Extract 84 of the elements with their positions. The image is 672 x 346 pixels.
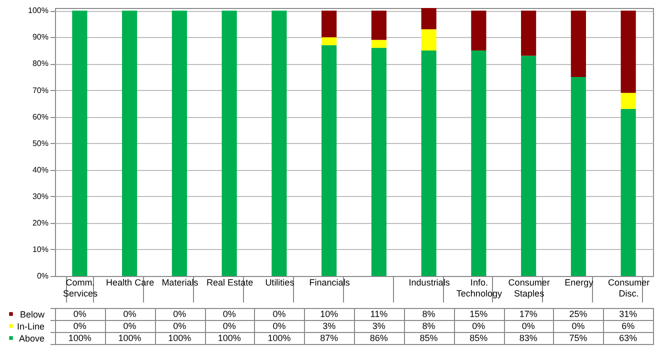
bar — [620, 108, 636, 276]
legend-label: Below — [20, 310, 45, 320]
data-label: 8% — [422, 321, 436, 331]
bar — [521, 56, 536, 276]
data-label: 0% — [522, 321, 535, 331]
data-label: 0% — [123, 321, 136, 331]
data-label: 0% — [222, 321, 236, 331]
y-tick-label: 100% — [28, 6, 48, 16]
bar — [322, 37, 337, 46]
x-tick-label: Utilities — [265, 278, 295, 288]
bar — [471, 10, 486, 50]
bar — [222, 10, 237, 276]
bar — [122, 10, 138, 276]
x-tick-label: Info. Technology — [456, 278, 502, 298]
data-label: 100% — [218, 333, 241, 343]
data-label: 31% — [619, 309, 638, 319]
bar — [421, 50, 436, 276]
data-label: 0% — [572, 321, 585, 331]
x-tick-label: Real Estate — [206, 278, 254, 288]
data-label: 6% — [622, 321, 635, 331]
data-label: 15% — [470, 309, 488, 319]
bar — [272, 10, 287, 276]
bar — [570, 10, 586, 77]
bar — [322, 45, 337, 276]
y-tick-label: 0% — [36, 272, 48, 280]
data-label: 0% — [472, 321, 486, 331]
data-label: 0% — [123, 309, 136, 319]
data-label: 3% — [372, 321, 386, 331]
y-tick-label: 80% — [32, 59, 48, 68]
data-label: 0% — [222, 309, 236, 319]
data-label: 0% — [73, 321, 86, 331]
y-tick-label: 30% — [32, 192, 48, 201]
x-tick-label: Consumer Disc. — [608, 278, 650, 298]
data-label: 0% — [73, 309, 86, 319]
data-label: 0% — [173, 321, 186, 331]
data-label: 75% — [569, 333, 588, 343]
data-label: 10% — [320, 309, 338, 319]
legend-label: Above — [18, 334, 44, 344]
data-label: 83% — [519, 333, 538, 343]
x-tick-label: Health Care — [106, 278, 154, 288]
data-label: 25% — [569, 309, 588, 319]
data-label: 100% — [268, 333, 291, 343]
x-tick-label: Energy — [564, 278, 594, 288]
data-label: 100% — [68, 333, 92, 343]
bar — [72, 10, 88, 276]
bar — [521, 10, 536, 56]
y-tick-label: 50% — [32, 138, 48, 148]
bar — [421, 8, 436, 30]
data-label: 85% — [420, 333, 438, 343]
y-tick-label: 10% — [32, 244, 48, 254]
data-label: 8% — [422, 309, 436, 319]
bar — [570, 76, 586, 276]
x-tick-label: Consumer Staples — [508, 278, 550, 298]
bar — [322, 10, 337, 38]
x-tick-label: Industrials — [408, 278, 450, 288]
data-label: 0% — [272, 309, 286, 319]
bar — [421, 29, 436, 50]
data-label: 85% — [470, 333, 488, 343]
bar — [620, 10, 636, 93]
data-label: 63% — [619, 333, 638, 343]
data-label: 11% — [370, 309, 388, 319]
data-label: 17% — [519, 309, 538, 319]
bar — [172, 10, 187, 276]
legend-label: In-Line — [16, 322, 44, 332]
data-label: 0% — [272, 321, 286, 331]
data-label: 100% — [168, 333, 192, 343]
y-tick-label: 60% — [32, 112, 48, 122]
y-tick-label: 40% — [32, 165, 48, 174]
x-tick-label: Financials — [309, 278, 350, 288]
y-tick-label: 20% — [32, 218, 48, 228]
y-tick-label: 90% — [32, 32, 48, 42]
data-label: 87% — [320, 333, 338, 343]
data-label: 3% — [322, 321, 336, 331]
bar — [371, 40, 386, 48]
data-label: 86% — [370, 333, 388, 343]
bar — [471, 50, 486, 276]
data-label: 100% — [118, 333, 142, 343]
bar — [620, 92, 636, 109]
x-tick-label: Comm. Services — [62, 278, 98, 298]
bar — [371, 10, 386, 40]
bar — [371, 48, 386, 276]
y-tick-label: 70% — [32, 86, 48, 95]
x-tick-label: Materials — [162, 278, 199, 288]
data-label: 0% — [173, 309, 186, 319]
